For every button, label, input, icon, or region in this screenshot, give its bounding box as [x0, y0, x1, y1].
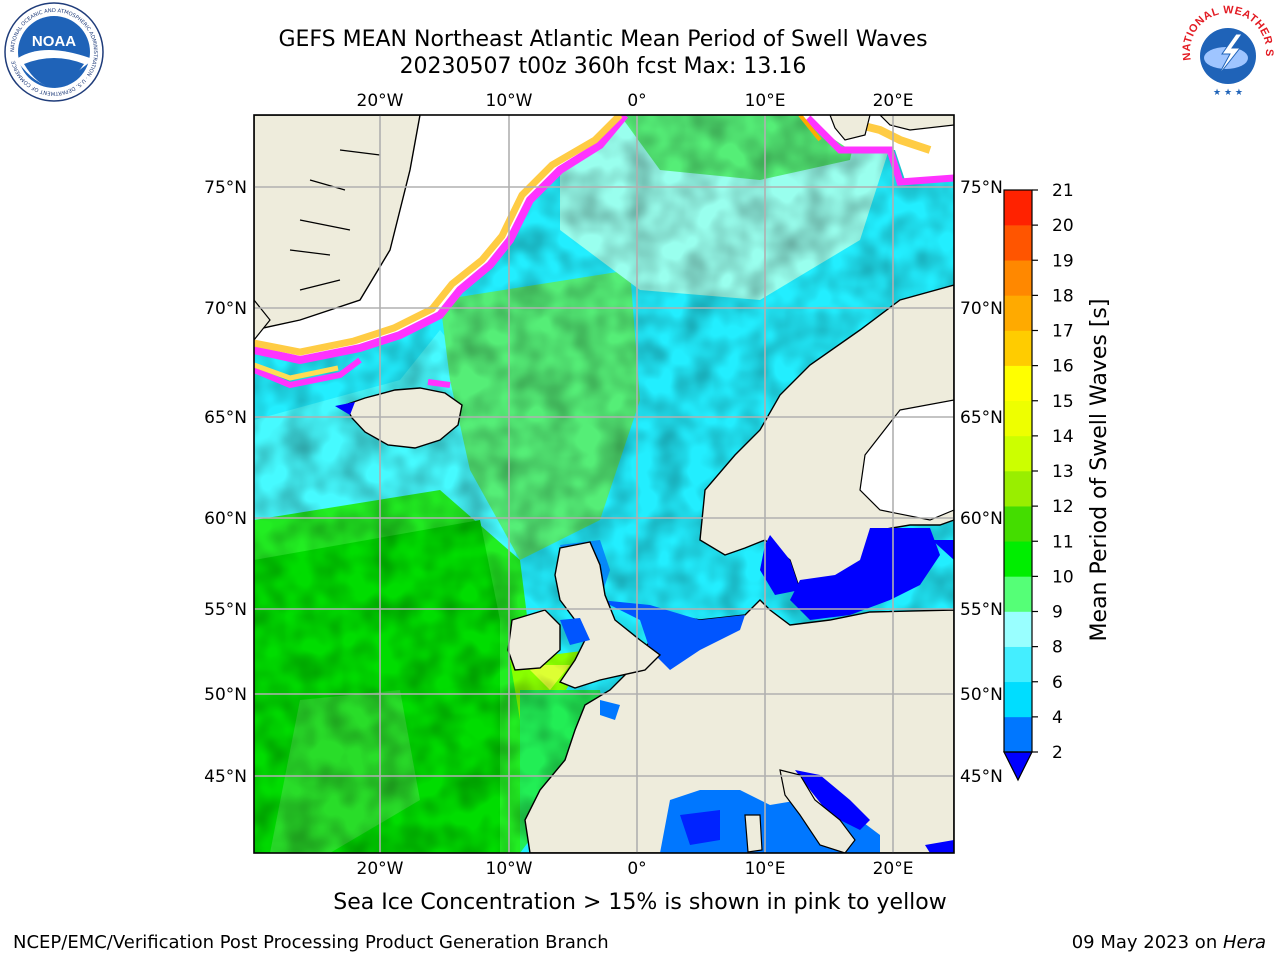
colorbar-tick-label: 11 — [1052, 532, 1074, 552]
colorbar-label: Mean Period of Swell Waves [s] — [1087, 299, 1112, 642]
colorbar-segment — [1004, 646, 1032, 683]
lat-label-right: 45°N — [960, 767, 1003, 787]
lat-label-left: 70°N — [204, 299, 247, 319]
colorbar-segment — [1004, 330, 1032, 366]
lat-label-right: 50°N — [960, 685, 1003, 705]
lat-label-right: 70°N — [960, 299, 1003, 319]
sea-ice-note: Sea Ice Concentration > 15% is shown in … — [333, 890, 947, 915]
footer-credit: NCEP/EMC/Verification Post Processing Pr… — [13, 932, 609, 953]
colorbar-segment — [1004, 400, 1032, 437]
lat-label-right: 55°N — [960, 600, 1003, 620]
colorbar-segment — [1004, 435, 1032, 472]
colorbar-segment — [1004, 225, 1032, 261]
noaa-logo-text: NOAA — [32, 33, 76, 50]
colorbar-tick-label: 2 — [1052, 743, 1063, 763]
colorbar-segment — [1004, 471, 1032, 507]
colorbar-tick-label: 15 — [1052, 392, 1074, 412]
colorbar-segment — [1004, 295, 1032, 331]
colorbar-tick-label: 13 — [1052, 462, 1074, 482]
lon-label-bottom: 10°E — [745, 859, 786, 879]
lat-label-right: 60°N — [960, 509, 1003, 529]
noaa-logo: NOAA NATIONAL OCEANIC AND ATMOSPHERIC AD… — [4, 2, 104, 102]
lat-label-left: 60°N — [204, 509, 247, 529]
colorbar-tick-label: 8 — [1052, 638, 1063, 658]
colorbar-segment — [1004, 190, 1032, 226]
colorbar-tick-label: 20 — [1052, 216, 1074, 236]
lon-label-top: 10°E — [745, 91, 786, 111]
lon-label-bottom: 0° — [627, 859, 646, 879]
colorbar-tick-label: 6 — [1052, 673, 1063, 693]
lon-label-bottom: 20°E — [873, 859, 914, 879]
lon-label-top: 0° — [627, 91, 646, 111]
colorbar-tick-label: 18 — [1052, 286, 1074, 306]
lat-label-left: 55°N — [204, 600, 247, 620]
lat-label-left: 45°N — [204, 767, 247, 787]
lat-label-left: 65°N — [204, 408, 247, 428]
graticule — [254, 115, 954, 853]
chart-subtitle: 20230507 t00z 360h fcst Max: 13.16 — [399, 54, 807, 79]
colorbar-segment — [1004, 506, 1032, 542]
lon-label-top: 10°W — [486, 91, 533, 111]
colorbar-tick-label: 16 — [1052, 357, 1074, 377]
colorbar-tick-label: 10 — [1052, 567, 1074, 587]
colorbar-tick-label: 21 — [1052, 181, 1074, 201]
colorbar-tick-label: 4 — [1052, 708, 1063, 728]
footer-date: 09 May 2023 on Hera — [1071, 932, 1266, 953]
colorbar-segment — [1004, 576, 1032, 612]
colorbar-segment — [1004, 611, 1032, 647]
lat-label-left: 50°N — [204, 685, 247, 705]
lon-label-bottom: 10°W — [486, 859, 533, 879]
lon-label-top: 20°E — [873, 91, 914, 111]
national-weather-service-logo: NATIONAL WEATHER SERVICE ★ ★ ★ — [1178, 2, 1276, 100]
colorbar-tick-label: 19 — [1052, 251, 1074, 271]
colorbar-segment — [1004, 260, 1032, 296]
lat-label-right: 65°N — [960, 408, 1003, 428]
colorbar-tick-label: 12 — [1052, 497, 1074, 517]
lat-label-left: 75°N — [204, 178, 247, 198]
svg-text:★ ★ ★: ★ ★ ★ — [1213, 88, 1243, 98]
colorbar-segment — [1004, 716, 1032, 753]
lon-label-top: 20°W — [357, 91, 404, 111]
lon-label-bottom: 20°W — [357, 859, 404, 879]
colorbar-segment — [1004, 681, 1032, 718]
colorbar-tick-label: 14 — [1052, 427, 1074, 447]
colorbar-segment — [1004, 365, 1032, 402]
colorbar: 2 4 6 8 9 10 11 12 13 14 15 16 17 18 19 20 21 — [1003, 181, 1074, 782]
colorbar-tick-label: 17 — [1052, 322, 1074, 342]
chart-title: GEFS MEAN Northeast Atlantic Mean Period… — [278, 27, 928, 52]
lat-label-right: 75°N — [960, 178, 1003, 198]
colorbar-segment — [1004, 541, 1032, 577]
colorbar-under-arrow — [1003, 751, 1033, 782]
colorbar-tick-label: 9 — [1052, 603, 1063, 623]
footer-machine: Hera — [1222, 932, 1266, 953]
